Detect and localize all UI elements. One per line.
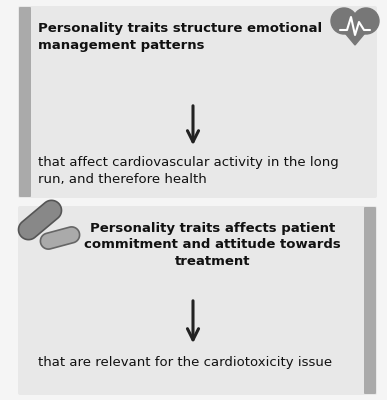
- Polygon shape: [19, 200, 62, 240]
- Text: Personality traits structure emotional
management patterns: Personality traits structure emotional m…: [38, 22, 322, 52]
- Text: Personality traits affects patient
commitment and attitude towards
treatment: Personality traits affects patient commi…: [84, 222, 341, 268]
- Circle shape: [331, 8, 357, 34]
- Polygon shape: [335, 21, 375, 45]
- Text: that are relevant for the cardiotoxicity issue: that are relevant for the cardiotoxicity…: [38, 356, 332, 369]
- FancyBboxPatch shape: [18, 6, 377, 198]
- FancyBboxPatch shape: [364, 207, 376, 394]
- Text: that affect cardiovascular activity in the long
run, and therefore health: that affect cardiovascular activity in t…: [38, 156, 339, 186]
- Polygon shape: [40, 227, 80, 249]
- Circle shape: [353, 8, 379, 34]
- FancyBboxPatch shape: [18, 206, 377, 395]
- FancyBboxPatch shape: [19, 7, 31, 197]
